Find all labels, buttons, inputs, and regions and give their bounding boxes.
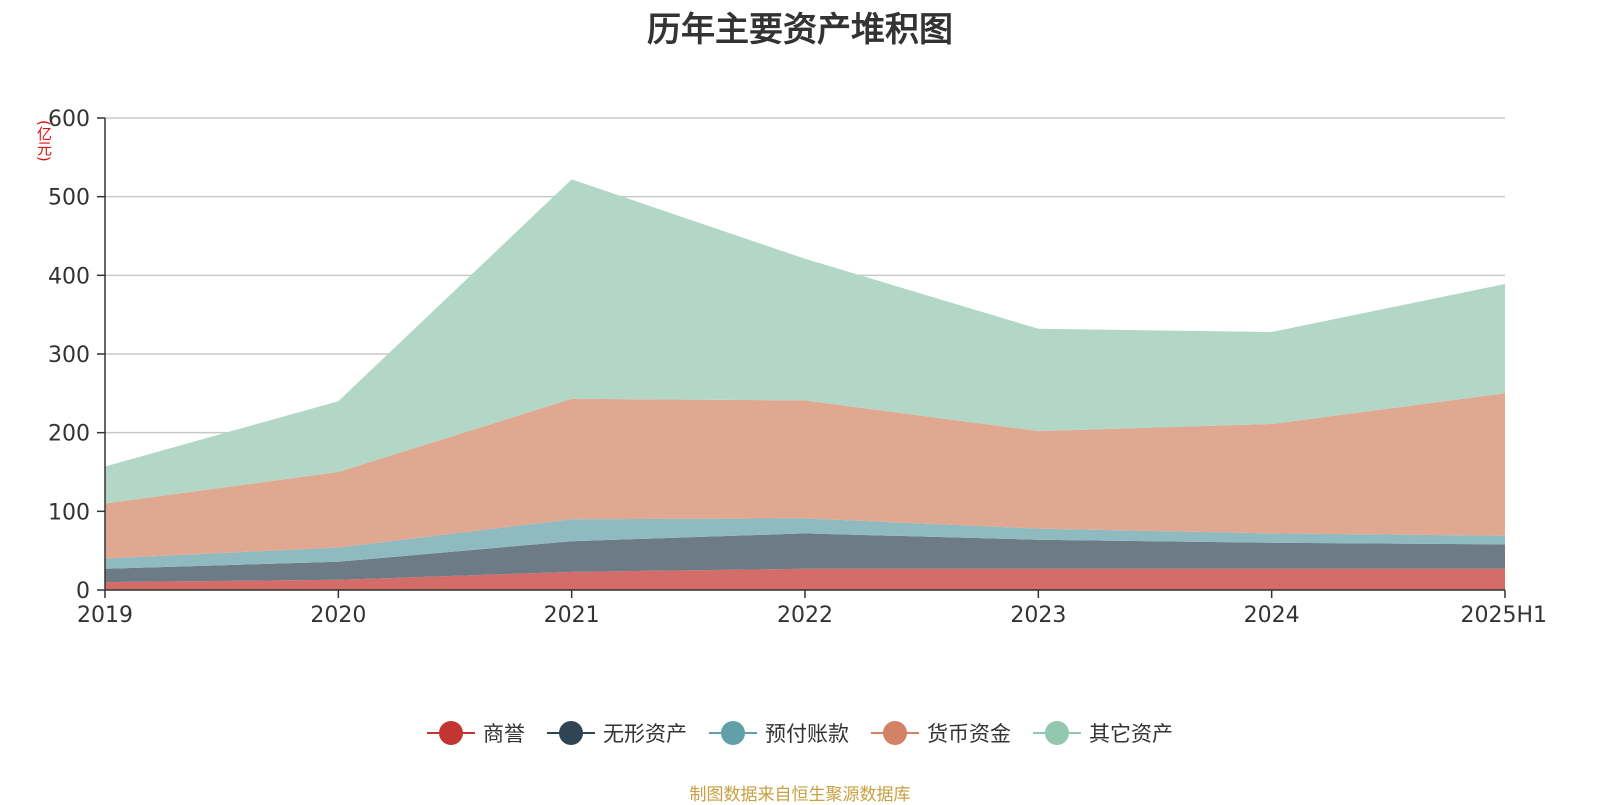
legend-marker-icon [427, 721, 475, 745]
y-tick-label: 500 [48, 186, 90, 211]
area-series [105, 179, 1505, 590]
legend: 商誉 无形资产 预付账款 货币资金 其它资产 [0, 718, 1600, 748]
legend-marker-icon [1033, 721, 1081, 745]
legend-item-1[interactable]: 商誉 [427, 718, 525, 748]
x-tick-label: 2022 [777, 603, 833, 628]
y-tick-label: 300 [48, 343, 90, 368]
area-series-4 [105, 393, 1505, 559]
area-series-5 [105, 179, 1505, 504]
x-tick-label: 2025H1 [1460, 603, 1547, 628]
axes: 0 100 200 300 400 500 600 2019 2020 2021 2022 2023 2… [48, 107, 1547, 628]
legend-item-3[interactable]: 预付账款 [709, 718, 849, 748]
legend-item-5[interactable]: 其它资产 [1033, 718, 1173, 748]
chart-title: 历年主要资产堆积图 [647, 10, 953, 50]
legend-marker-icon [547, 721, 595, 745]
y-tick-label: 600 [48, 107, 90, 132]
legend-marker-icon [871, 721, 919, 745]
legend-item-4[interactable]: 货币资金 [871, 718, 1011, 748]
y-tick-label: 200 [48, 422, 90, 447]
y-tick-label: 0 [76, 579, 90, 604]
y-tick-label: 400 [48, 264, 90, 289]
legend-marker-icon [709, 721, 757, 745]
y-axis-unit-label: (亿元) [35, 120, 53, 162]
area-series-2 [105, 533, 1505, 583]
legend-label: 其它资产 [1089, 722, 1173, 746]
legend-label: 预付账款 [765, 722, 849, 746]
x-tick-label: 2020 [310, 603, 366, 628]
legend-label: 无形资产 [603, 722, 687, 746]
y-tick-label: 100 [48, 500, 90, 525]
x-tick-label: 2019 [77, 603, 133, 628]
area-series-1 [105, 568, 1505, 590]
legend-label: 商誉 [483, 722, 525, 746]
x-tick-label: 2024 [1244, 603, 1300, 628]
data-source-note: 制图数据来自恒生聚源数据库 [689, 785, 911, 805]
legend-item-2[interactable]: 无形资产 [547, 718, 687, 748]
x-tick-label: 2023 [1010, 603, 1066, 628]
x-tick-label: 2021 [544, 603, 600, 628]
legend-label: 货币资金 [927, 722, 1011, 746]
